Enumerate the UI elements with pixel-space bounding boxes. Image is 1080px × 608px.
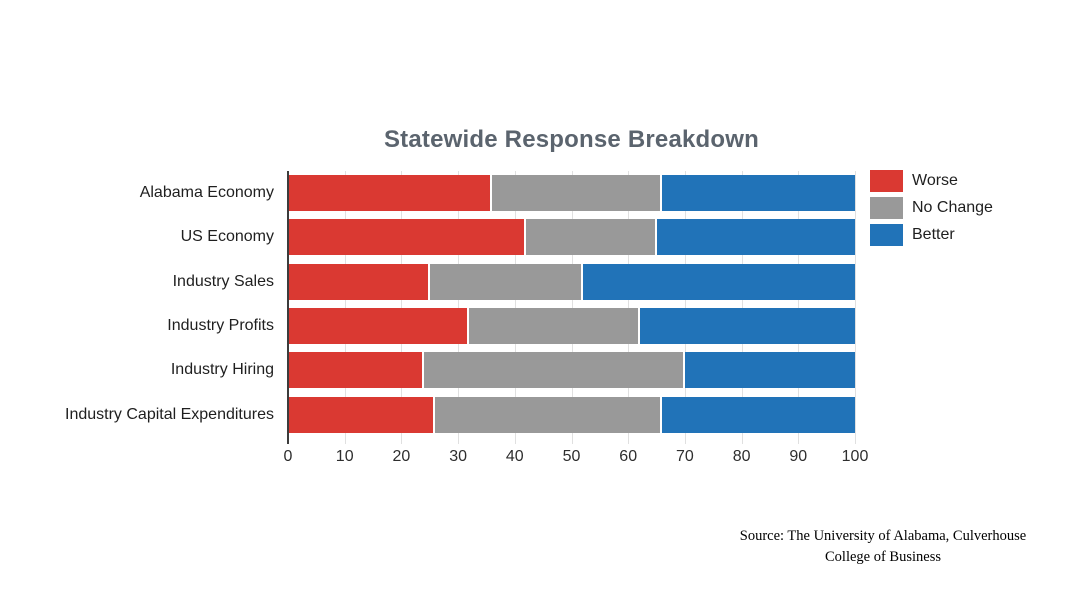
bar-row: Industry Hiring xyxy=(171,348,855,392)
gridline xyxy=(401,171,403,444)
source-line-1: Source: The University of Alabama, Culve… xyxy=(739,528,1027,544)
legend-label: Worse xyxy=(912,172,958,189)
chart-title: Statewide Response Breakdown xyxy=(383,126,760,153)
bar-segment-no-change xyxy=(526,219,657,256)
x-tick-label: 0 xyxy=(283,448,293,465)
y-axis-line xyxy=(287,171,289,444)
bar-row: Industry Sales xyxy=(173,260,855,304)
bar-segment-no-change xyxy=(429,263,583,300)
gridline xyxy=(628,171,630,444)
bar-segment-no-change xyxy=(435,396,663,433)
plot-area: Alabama Economy US Economy Industry Sales I… xyxy=(65,171,868,465)
legend-label: No Change xyxy=(912,199,993,216)
gridline xyxy=(684,171,686,444)
source-note: Source: The University of Alabama, Culve… xyxy=(708,526,1058,568)
gridline xyxy=(798,171,800,444)
bar-segment-no-change xyxy=(469,308,640,345)
legend-item-better: Better xyxy=(870,224,993,246)
legend-item-worse: Worse xyxy=(870,170,993,192)
bar-row: Industry Capital Expenditures xyxy=(65,393,855,437)
category-label: US Economy xyxy=(180,228,274,246)
x-tick-label: 90 xyxy=(789,448,808,465)
bar-segment-no-change xyxy=(492,175,663,212)
bar-track xyxy=(288,352,855,389)
gridline xyxy=(514,171,516,444)
category-label: Industry Capital Expenditures xyxy=(65,405,274,423)
bar-row: Industry Profits xyxy=(167,304,855,348)
bar-segment-worse xyxy=(288,175,493,212)
bar-track xyxy=(288,219,855,256)
gridline xyxy=(571,171,573,444)
x-axis: 0 10 20 30 40 50 60 70 80 90 100 xyxy=(284,448,869,468)
bar-segment-better xyxy=(662,175,855,212)
bar-segment-worse xyxy=(288,308,470,345)
x-tick-label: 80 xyxy=(732,448,751,465)
bar-segment-worse xyxy=(288,352,425,389)
bar-rows: Alabama Economy US Economy Industry Sales I… xyxy=(65,171,855,437)
bar-segment-worse xyxy=(288,263,430,300)
category-label: Alabama Economy xyxy=(139,184,274,202)
legend-label: Better xyxy=(912,226,955,243)
x-tick-label: 70 xyxy=(675,448,694,465)
x-tick-label: 40 xyxy=(505,448,524,465)
gridline xyxy=(855,171,856,444)
bar-track xyxy=(288,396,855,433)
gridline xyxy=(344,171,346,444)
x-tick-label: 60 xyxy=(619,448,638,465)
x-tick-label: 20 xyxy=(392,448,411,465)
legend-swatch xyxy=(870,224,903,246)
bar-segment-worse xyxy=(288,396,436,433)
legend-swatch xyxy=(870,197,903,219)
x-tick-label: 10 xyxy=(335,448,354,465)
category-label: Industry Sales xyxy=(172,272,274,290)
bar-row: Alabama Economy xyxy=(140,171,855,215)
bar-segment-no-change xyxy=(424,352,685,389)
bar-segment-better xyxy=(684,352,855,389)
bar-segment-better xyxy=(662,396,855,433)
bar-segment-better xyxy=(639,308,855,345)
bar-track xyxy=(288,263,855,300)
bar-track xyxy=(288,308,855,345)
category-label: Industry Profits xyxy=(167,317,274,335)
x-tick-label: 50 xyxy=(562,448,581,465)
category-label: Industry Hiring xyxy=(170,361,274,379)
gridline xyxy=(458,171,460,444)
gridline xyxy=(741,171,743,444)
bar-segment-better xyxy=(582,263,855,300)
bar-track xyxy=(288,175,855,212)
bar-segment-worse xyxy=(288,219,527,256)
x-tick-label: 30 xyxy=(449,448,467,465)
legend: Worse No Change Better xyxy=(870,170,993,246)
bar-segment-better xyxy=(656,219,855,256)
legend-swatch xyxy=(870,170,903,192)
bar-row: US Economy xyxy=(181,215,855,259)
legend-item-no-change: No Change xyxy=(870,197,993,219)
x-tick-label: 100 xyxy=(841,448,869,465)
source-line-2: College of Business xyxy=(825,549,941,565)
